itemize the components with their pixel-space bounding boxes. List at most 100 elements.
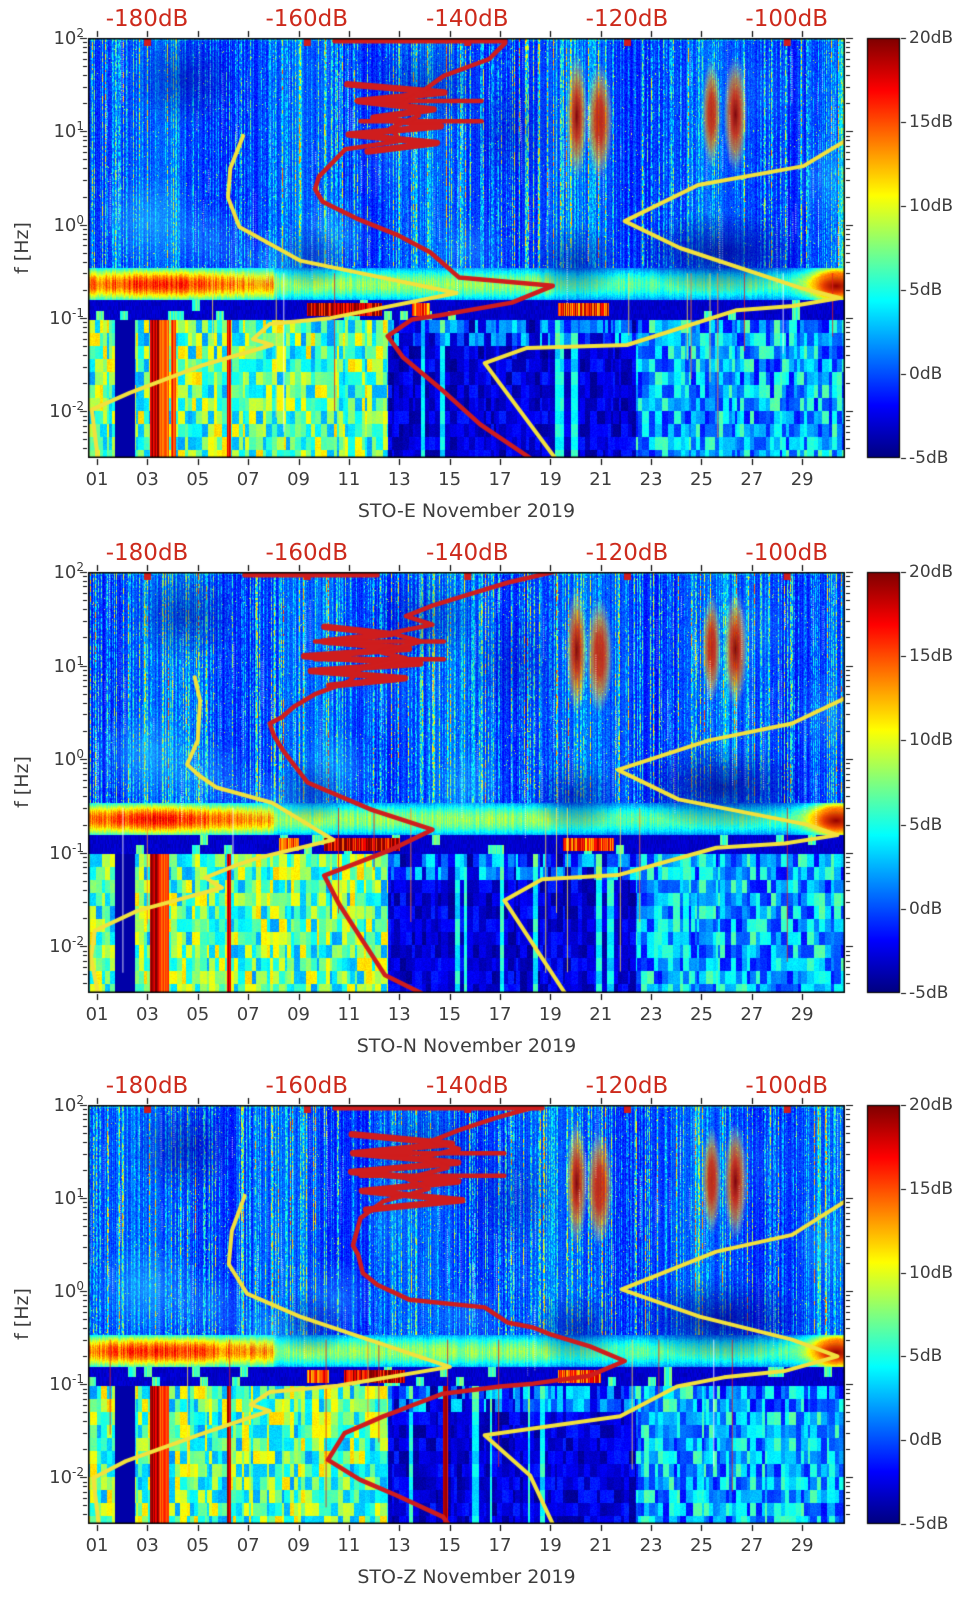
y-axis-tick-label: 102 [53,1093,84,1116]
x-axis-tick-label: 07 [236,1004,260,1025]
x-axis-tick-label: 13 [387,469,411,490]
top-axis-db-label: -180dB [105,540,189,566]
x-axis-tick-label: 27 [740,1535,764,1556]
y-axis-tick-label: 10-1 [49,1372,84,1396]
colorbar-tick-label: 0dB [909,1430,943,1451]
top-axis-db-label: -120dB [585,540,669,566]
y-axis-tick-label: 10-2 [49,1465,84,1489]
x-axis-tick-label: 21 [589,469,613,490]
x-axis-tick-label: 19 [538,1004,562,1025]
colorbar-tick-label: 20dB [909,562,954,582]
y-axis-tick-label: 101 [53,653,84,677]
x-axis-tick-label: 25 [690,469,713,490]
x-axis-tick-label: 01 [85,469,109,490]
top-axis-db-label: -180dB [105,6,189,32]
x-axis-tick-label: 27 [740,1004,764,1025]
x-axis-tick-label: 17 [488,1004,512,1025]
colorbar-tick-label: 0dB [909,898,943,919]
x-axis-tick-label: 29 [790,469,814,490]
x-axis-tick-label: 05 [186,1004,210,1025]
x-axis-tick-label: 09 [287,469,310,490]
colorbar-tick-label: 10dB [909,196,954,216]
x-axis-tick-label: 19 [538,1535,562,1556]
x-axis-tick-label: 01 [85,1004,109,1025]
colorbar-tick-label: -5dB [909,983,949,1003]
colorbar-tick-label: 20dB [909,28,954,48]
x-axis-tick-label: 07 [236,469,260,490]
x-axis-tick-label: 09 [287,1535,310,1556]
x-axis-tick-label: 29 [790,1004,814,1025]
y-axis-tick-label: 100 [53,212,84,236]
x-axis-tick-label: 05 [186,469,210,490]
top-axis-db-label: -100dB [745,6,828,32]
top-axis-db-label: -140dB [425,1073,509,1099]
y-axis-tick-label: 102 [53,26,84,49]
y-axis-tick-label: 10-2 [49,934,84,958]
top-axis-db-label: -160dB [265,540,349,566]
x-axis-tick-label: 13 [387,1535,411,1556]
x-axis-tick-label: 29 [790,1535,814,1556]
colorbar-tick-label: 15dB [909,646,954,667]
y-axis-tick-label: 10-1 [49,306,84,329]
colorbar-tick-label: 5dB [909,280,943,300]
top-axis-db-label: -100dB [745,1073,828,1099]
top-axis-db-label: -140dB [425,540,509,566]
x-axis-tick-label: 21 [589,1535,613,1556]
top-axis-db-label: -120dB [585,1073,669,1099]
colorbar-tick-label: -5dB [909,1514,949,1534]
x-axis-tick-label: 15 [438,1535,462,1556]
panel-title-sto-n: STO-N November 2019 [356,1035,577,1057]
colorbar-tick-label: 15dB [909,112,954,132]
x-axis-tick-label: 27 [740,469,764,490]
x-axis-tick-label: 03 [135,469,159,490]
y-axis-label-panel2: f [Hz] [11,756,33,808]
y-axis-label-panel1: f [Hz] [11,222,33,274]
top-axis-db-label: -180dB [105,1073,189,1099]
x-axis-tick-label: 01 [85,1535,109,1556]
x-axis-tick-label: 03 [135,1004,159,1025]
x-axis-tick-label: 21 [589,1004,613,1025]
y-axis-tick-label: 100 [53,747,84,771]
y-axis-tick-label: 101 [53,119,84,143]
x-axis-tick-label: 19 [538,469,562,490]
x-axis-tick-label: 11 [337,1004,361,1025]
top-axis-db-label: -100dB [745,540,828,566]
x-axis-tick-label: 11 [337,1535,361,1556]
colorbar-tick-label: 5dB [909,814,943,835]
top-axis-db-label: -160dB [265,6,349,32]
x-axis-tick-label: 05 [186,1535,210,1556]
colorbar-tick-label: 10dB [909,1262,954,1283]
x-axis-tick-label: 15 [438,469,462,490]
x-axis-tick-label: 25 [690,1535,713,1556]
panel-title-sto-z: STO-Z November 2019 [357,1566,576,1588]
colorbar-tick-label: -5dB [909,448,949,468]
x-axis-tick-label: 07 [236,1535,260,1556]
top-axis-db-label: -160dB [265,1073,349,1099]
x-axis-tick-label: 23 [639,1535,663,1556]
x-axis-tick-label: 03 [135,1535,159,1556]
x-axis-tick-label: 25 [690,1004,713,1025]
colorbar-tick-label: 0dB [909,364,943,384]
y-axis-tick-label: 100 [53,1279,84,1303]
x-axis-tick-label: 11 [337,469,361,490]
x-axis-tick-label: 17 [488,469,512,490]
x-axis-tick-label: 23 [639,469,663,490]
x-axis-tick-label: 09 [287,1004,310,1025]
y-axis-tick-label: 10-2 [49,399,84,423]
y-axis-label-panel3: f [Hz] [11,1288,33,1340]
top-axis-db-label: -140dB [425,6,509,32]
top-axis-db-label: -120dB [585,6,669,32]
x-axis-tick-label: 13 [387,1004,411,1025]
x-axis-tick-label: 17 [488,1535,512,1556]
y-axis-tick-label: 101 [53,1186,84,1210]
colorbar-tick-label: 20dB [909,1095,954,1115]
x-axis-tick-label: 23 [639,1004,663,1025]
x-axis-tick-label: 15 [438,1004,462,1025]
colorbar-tick-label: 5dB [909,1346,943,1367]
panel-title-sto-e: STO-E November 2019 [357,500,576,522]
y-axis-tick-label: 10-1 [49,840,84,864]
y-axis-tick-label: 102 [53,560,84,583]
colorbar-tick-label: 10dB [909,730,954,751]
